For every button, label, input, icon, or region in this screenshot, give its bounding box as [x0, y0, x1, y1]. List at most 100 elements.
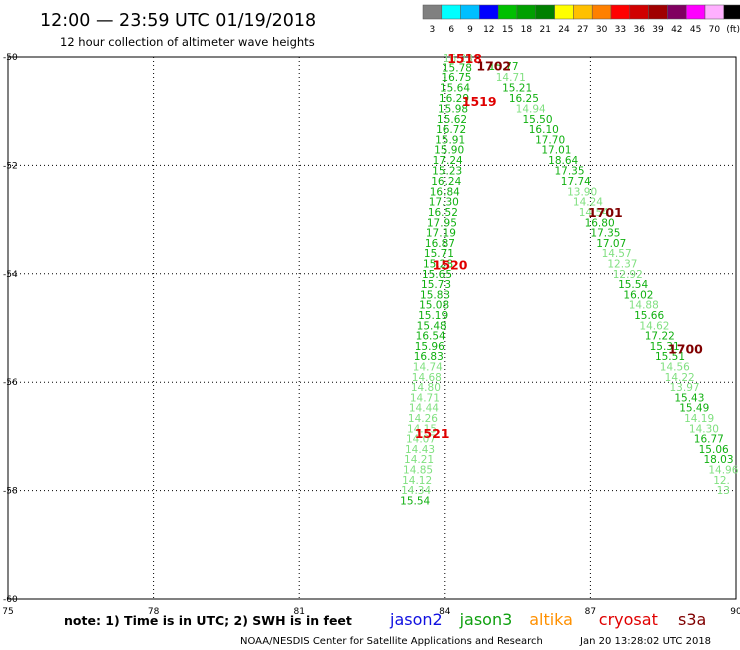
pass-time-label: 1702 — [476, 59, 511, 74]
scale-label: 15 — [502, 25, 513, 35]
wave-height-value: 17.30 — [429, 197, 459, 209]
scale-label: 42 — [671, 25, 682, 35]
wave-height-value: 15.54 — [618, 279, 648, 291]
scale-swatch — [573, 4, 593, 20]
wave-height-value: 16.75 — [441, 72, 471, 84]
note-text: note: 1) Time is in UTC; 2) SWH is in fe… — [64, 613, 352, 628]
scale-swatch — [535, 4, 555, 20]
wave-height-value: 14.43 — [405, 444, 435, 456]
wave-height-value: 15.78 — [442, 62, 472, 74]
wave-height-value: 16.52 — [428, 207, 458, 219]
scale-label: 18 — [521, 25, 533, 35]
wave-height-value: 15.62 — [437, 114, 467, 126]
wave-height-value: 17.24 — [433, 155, 463, 167]
y-tick-label: -58 — [3, 487, 18, 497]
wave-height-value: 15.71 — [424, 248, 454, 260]
scale-swatch — [685, 4, 706, 20]
y-tick-label: -54 — [3, 270, 18, 280]
wave-height-value: 12.92 — [613, 269, 643, 281]
wave-height-value: 14.22 — [665, 372, 695, 384]
wave-height-value: 15.08 — [419, 300, 449, 312]
wave-height-value: 14.34 — [401, 485, 431, 497]
wave-height-value: 13 — [717, 485, 730, 497]
wave-height-value: 15.49 — [679, 403, 709, 415]
wave-height-value: 15.77 — [488, 61, 518, 73]
wave-height-value: 13.97 — [670, 382, 700, 394]
wave-height-value: 14.19 — [684, 413, 714, 425]
scale-label: 6 — [448, 25, 454, 35]
scale-swatch — [648, 4, 668, 20]
pass-time-label: 1700 — [668, 342, 703, 357]
scale-swatch — [610, 4, 631, 20]
wave-height-value: 17.95 — [427, 217, 457, 229]
x-tick-label: 87 — [585, 607, 596, 617]
wave-height-value: 14.56 — [660, 361, 690, 373]
scale-label: 36 — [633, 25, 645, 35]
wave-height-value: 14.88 — [629, 300, 659, 312]
plot-grid — [8, 57, 736, 599]
wave-height-value: 14.21 — [404, 454, 434, 466]
satellite-name: jason3 — [459, 610, 513, 629]
scale-swatch — [516, 4, 537, 20]
scale-label: 70 — [709, 25, 721, 35]
scale-swatch — [460, 4, 480, 20]
wave-height-value: 15.98 — [438, 103, 468, 115]
satellite-name: cryosat — [599, 610, 658, 629]
satellite-name: jason2 — [389, 610, 443, 629]
wave-height-value: 14.94 — [516, 103, 546, 115]
wave-height-value: 17.70 — [535, 134, 565, 146]
chart-subtitle: 12 hour collection of altimeter wave hei… — [60, 35, 315, 49]
wave-height-value: 15.51 — [655, 351, 685, 363]
chart-title: 12:00 — 23:59 UTC 01/19/2018 — [40, 11, 316, 31]
wave-height-value: 16.25 — [509, 93, 539, 105]
wave-height-value: 15.73 — [421, 279, 451, 291]
wave-height-value: 17.01 — [541, 145, 571, 157]
y-tick-label: -50 — [3, 53, 18, 63]
y-tick-label: -60 — [3, 595, 18, 605]
wave-height-value: 14.74 — [413, 361, 443, 373]
scale-swatch — [667, 4, 687, 20]
wave-height-value: 15.66 — [634, 310, 664, 322]
scale-swatch — [479, 4, 499, 20]
scale-label: 27 — [577, 25, 588, 35]
wave-height-value: 17.35 — [554, 165, 584, 177]
wave-height-value: 14.62 — [639, 320, 669, 332]
scale-swatch — [629, 4, 649, 20]
y-tick-label: -56 — [3, 378, 18, 388]
pass-time-label: 1521 — [415, 426, 450, 441]
scale-label: 33 — [615, 25, 626, 35]
footer-credit: NOAA/NESDIS Center for Satellite Applica… — [240, 636, 543, 647]
pass-time-label: 1701 — [588, 205, 623, 220]
scale-label: 39 — [652, 25, 664, 35]
wave-height-value: 14.54 — [579, 207, 609, 219]
scale-swatch — [497, 4, 518, 20]
wave-height-value: 16.77 — [694, 434, 724, 446]
scale-label: 12 — [483, 25, 494, 35]
wave-height-value: 16.83 — [414, 351, 444, 363]
scale-label: 30 — [596, 25, 608, 35]
x-tick-label: 90 — [730, 607, 740, 617]
wave-height-value: 14.07 — [406, 434, 436, 446]
scale-swatch — [723, 4, 740, 20]
wave-height-value: 15.65 — [422, 269, 452, 281]
wave-height-value: 16.24 — [431, 176, 461, 188]
wave-height-value: 15.54 — [400, 495, 430, 507]
wave-height-value: 15.90 — [434, 145, 464, 157]
x-tick-label: 78 — [148, 607, 160, 617]
wave-height-value: 14.96 — [708, 464, 738, 476]
wave-height-value: 14.44 — [409, 403, 439, 415]
x-tick-label: 84 — [439, 607, 451, 617]
wave-height-value: 14.57 — [602, 248, 632, 260]
wave-height-value: 17.07 — [596, 238, 626, 250]
axis-ticks: 75 78 81 84 87 90 -50 -52 -54 -56 -58 -60 — [2, 53, 740, 617]
wave-height-value: 15.31 — [650, 341, 680, 353]
footer-timestamp: Jan 20 13:28:02 UTC 2018 — [579, 636, 711, 647]
wave-height-value: 17.74 — [561, 176, 591, 188]
wave-height-value: 14.30 — [689, 423, 719, 435]
wave-height-value: 15.96 — [415, 341, 445, 353]
wave-height-value: 17.19 — [426, 228, 456, 240]
wave-height-value: 15.23 — [432, 165, 462, 177]
pass-time-label: 1518 — [447, 51, 482, 66]
wave-height-value: 15.64 — [440, 82, 470, 94]
